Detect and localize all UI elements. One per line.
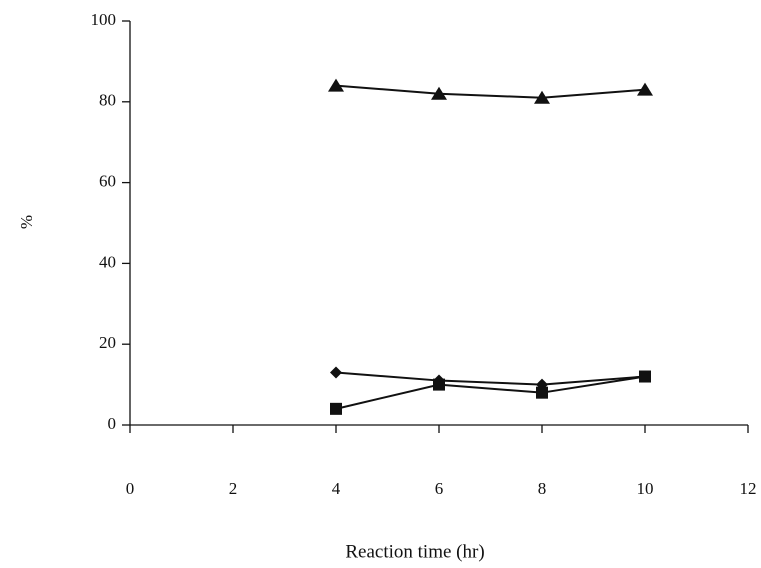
y-tick-label: 60: [99, 172, 116, 191]
marker: [639, 371, 651, 383]
marker: [433, 379, 445, 391]
chart: % Reaction time (hr) 0 20 40 60 80 100 0 2 4 6 8 10…: [0, 0, 761, 568]
y-tick-label: 80: [99, 91, 116, 110]
y-tick-label: 40: [99, 252, 116, 271]
series-line: [336, 377, 645, 409]
x-tick-label: 0: [126, 479, 135, 498]
x-axis-label: Reaction time (hr): [345, 541, 484, 562]
x-tick-label: 6: [435, 479, 444, 498]
y-tick-label: 100: [91, 10, 117, 29]
marker: [330, 403, 342, 415]
x-tick-label: 2: [229, 479, 238, 498]
x-tick-label: 8: [538, 479, 547, 498]
marker: [330, 366, 342, 378]
y-axis-label: %: [17, 215, 36, 229]
y-tick-label: 20: [99, 333, 116, 352]
x-tick-label: 4: [332, 479, 341, 498]
series-line: [336, 86, 645, 98]
page: {"chart_data": {"type": "line", "x_label…: [0, 0, 761, 568]
y-tick-label: 0: [108, 414, 117, 433]
marker: [536, 387, 548, 399]
x-tick-label: 12: [740, 479, 757, 498]
x-tick-label: 10: [637, 479, 654, 498]
